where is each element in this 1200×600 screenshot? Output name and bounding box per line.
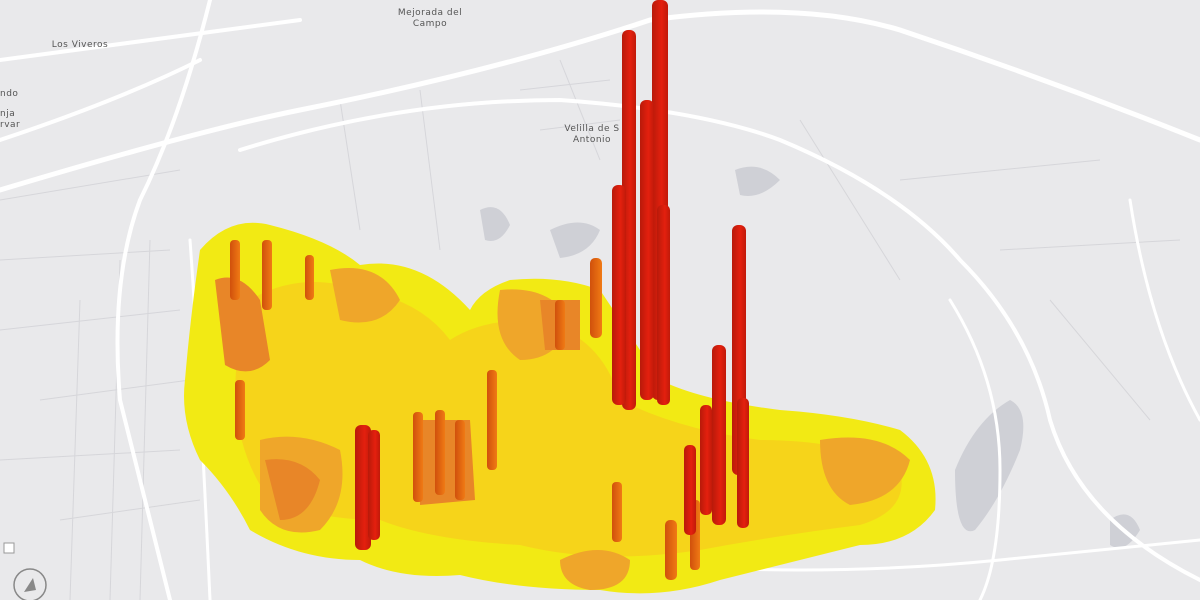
compass[interactable]	[13, 568, 47, 600]
map-shape	[0, 169, 201, 521]
map-shape	[948, 298, 1002, 600]
map-shape	[0, 18, 302, 142]
hex-column	[455, 420, 465, 500]
hex-column	[665, 520, 677, 580]
place-label: Antonio	[573, 135, 611, 145]
map-shape	[238, 97, 1200, 582]
hex-column	[712, 345, 726, 525]
hex-column	[355, 425, 371, 550]
hex-column	[435, 410, 445, 495]
map-shape	[339, 89, 1181, 421]
place-label: rvar	[0, 120, 20, 130]
hex-column	[555, 300, 565, 350]
map-controls	[3, 542, 47, 600]
hex-column	[640, 100, 654, 400]
map-shape	[235, 282, 902, 557]
map-shape	[215, 277, 580, 520]
place-label: Los Viveros	[52, 40, 108, 50]
hex-column	[413, 412, 423, 502]
hex-column	[368, 430, 380, 540]
columns	[230, 0, 749, 580]
place-label: Campo	[413, 19, 447, 29]
hex-column	[590, 258, 602, 338]
map-shape	[735, 166, 780, 196]
hex-column	[612, 482, 622, 542]
map-shape	[955, 400, 1024, 532]
hex-column	[612, 185, 626, 405]
place-label: nja	[0, 109, 15, 119]
map-shape	[519, 59, 621, 161]
hex-column	[235, 380, 245, 440]
hex-column	[230, 240, 240, 300]
place-label: ndo	[0, 89, 18, 99]
toggle-button[interactable]	[3, 542, 15, 554]
map-shape	[115, 0, 212, 600]
place-label: Mejorada del	[398, 8, 462, 18]
place-label: Velilla de S	[564, 124, 619, 134]
hex-column	[487, 370, 497, 470]
hex-column	[700, 405, 712, 515]
hex-column	[657, 205, 670, 405]
hex-column	[737, 398, 749, 528]
map-shape	[1128, 198, 1200, 422]
place-labels: Mejorada del Campo Velilla de S Antonio …	[0, 8, 619, 145]
map-shape	[24, 578, 36, 592]
map-shape	[480, 207, 510, 241]
hex-column	[262, 240, 272, 310]
hex-column	[684, 445, 696, 535]
map-shape	[0, 9, 1200, 193]
map-shape	[550, 222, 600, 258]
hex-column	[305, 255, 314, 300]
